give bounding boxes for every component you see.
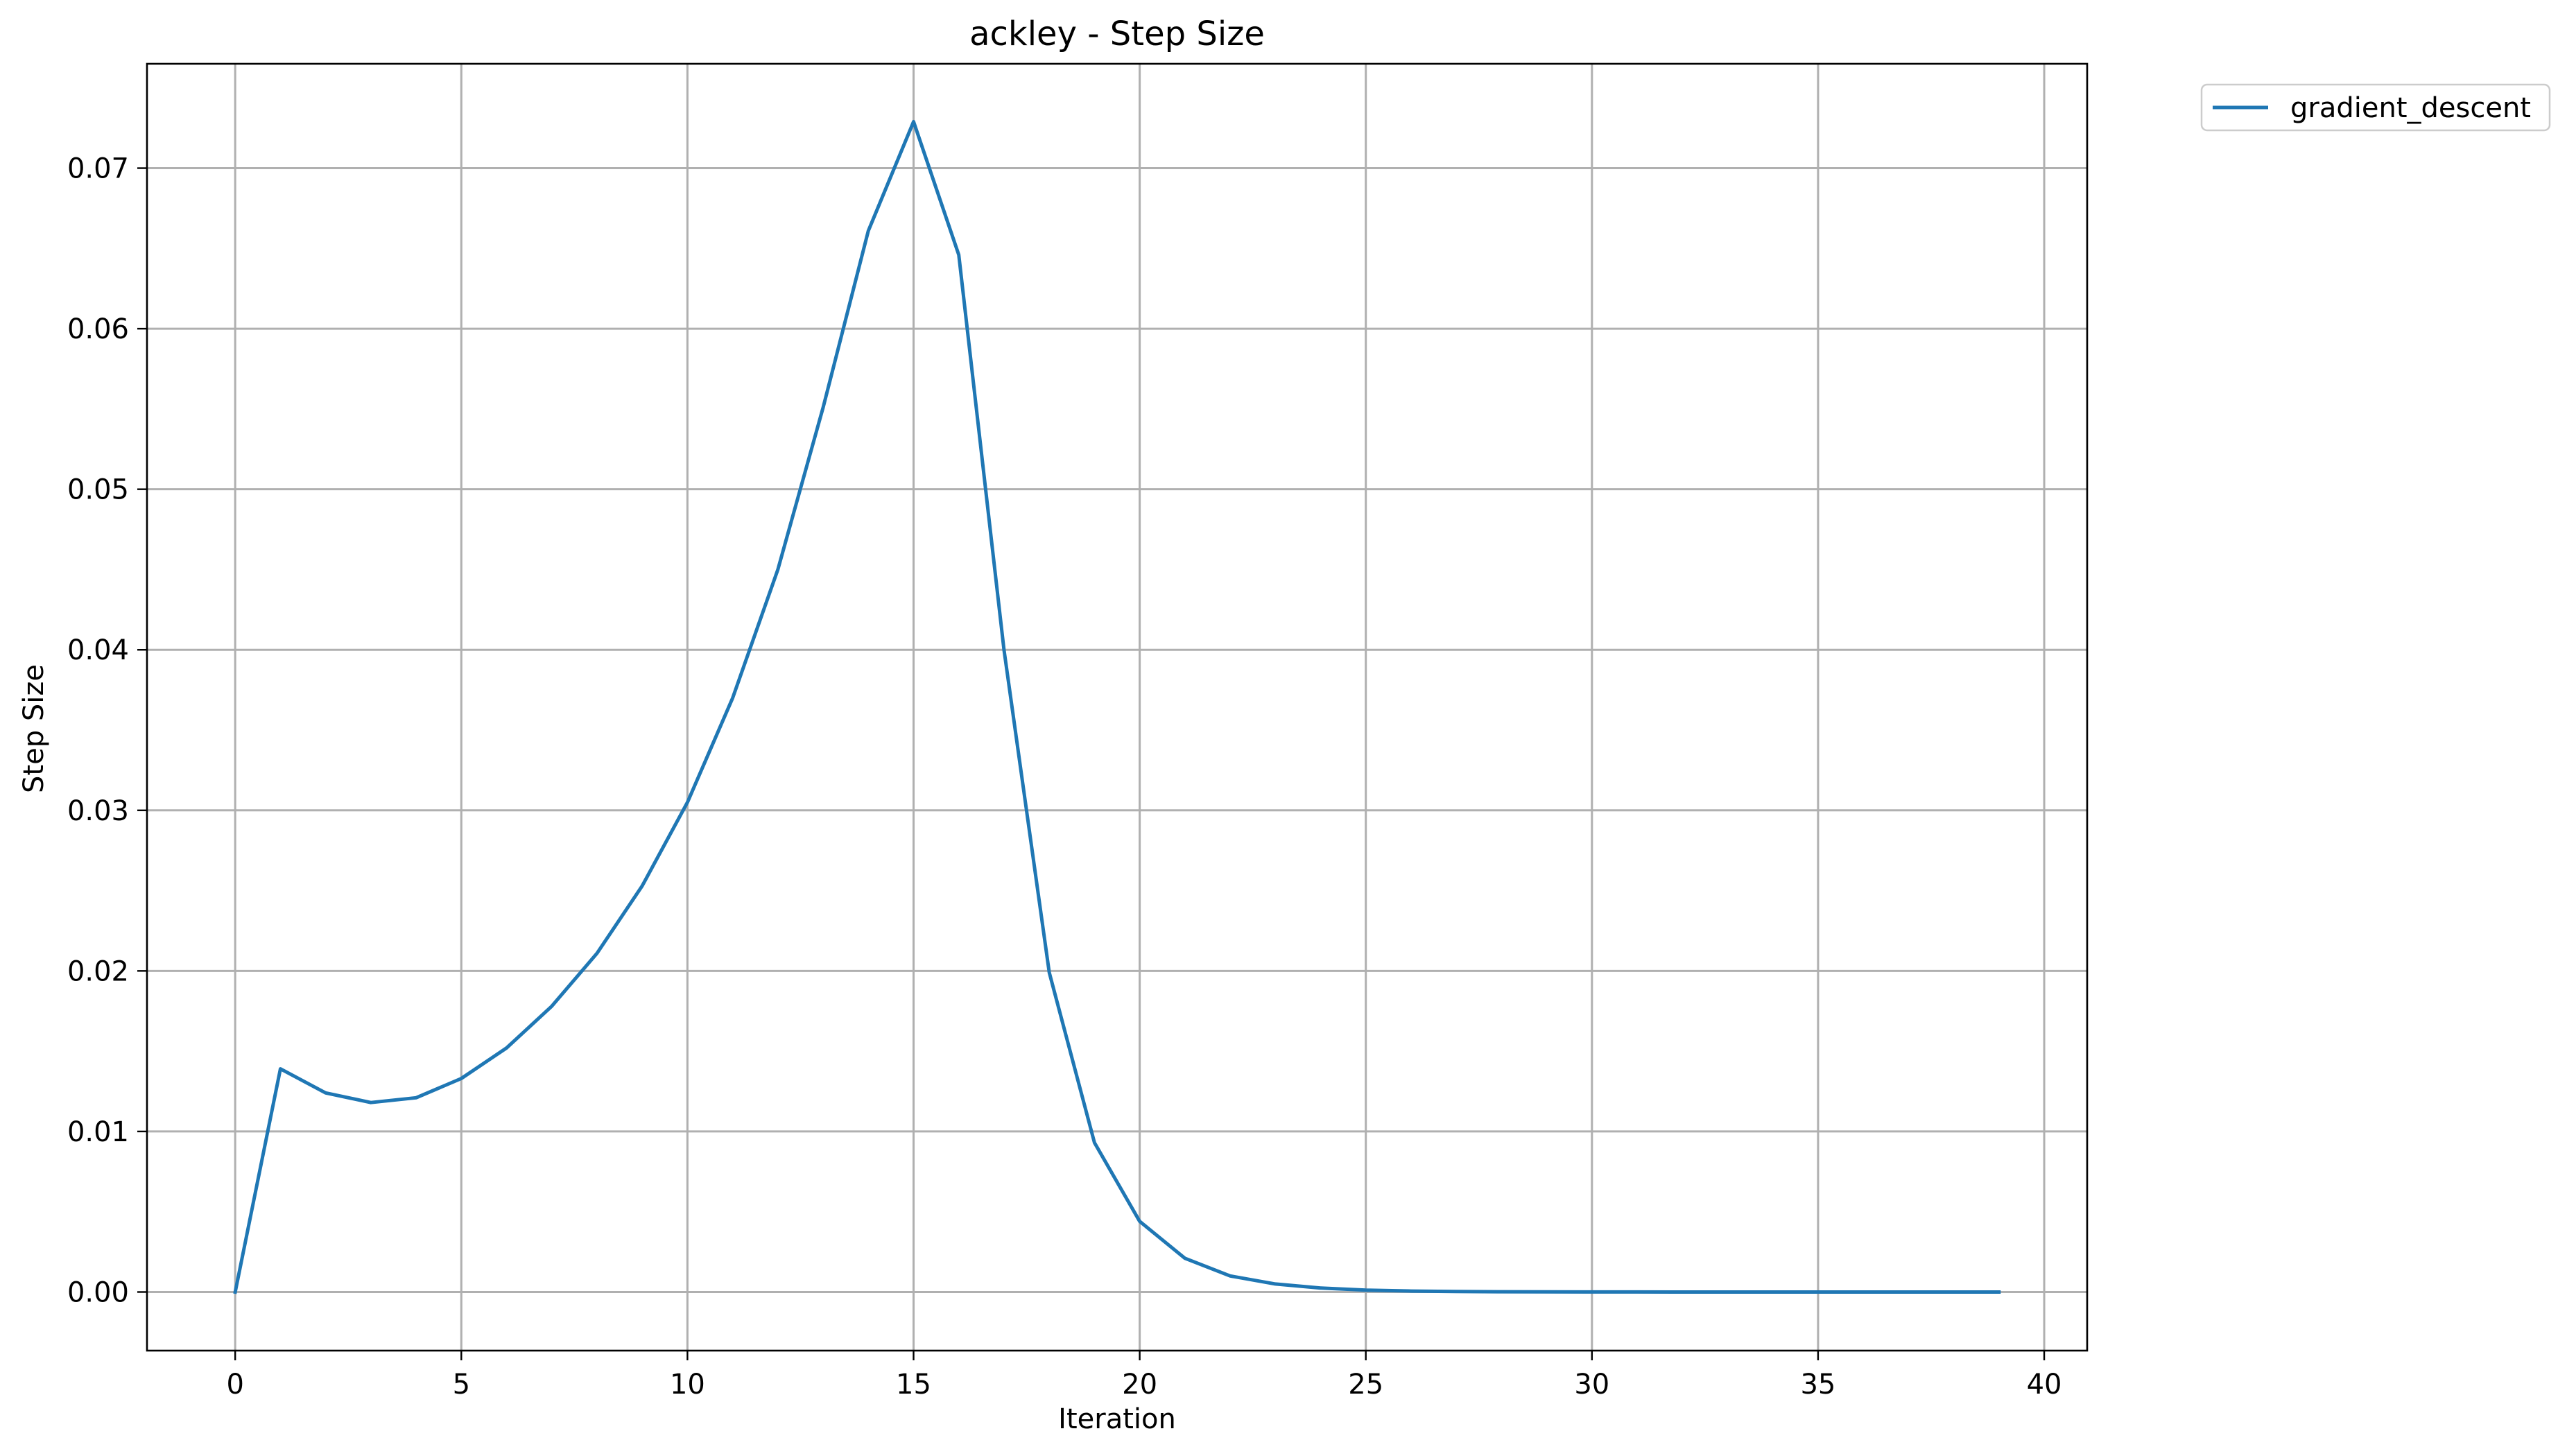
x-tick-label: 10 <box>670 1369 705 1401</box>
y-axis-ticks: 0.00 0.01 0.02 0.03 0.04 0.05 0.06 0.07 <box>67 153 147 1308</box>
x-tick-label: 20 <box>1122 1369 1157 1401</box>
y-tick-label: 0.06 <box>67 313 129 345</box>
legend: gradient_descent <box>2200 83 2551 132</box>
series-line-gradient_descent <box>233 119 2001 1294</box>
x-tick-label: 35 <box>1800 1369 1835 1401</box>
x-axis-label: Iteration <box>1058 1403 1176 1435</box>
series-layer <box>233 119 2001 1294</box>
y-tick-label: 0.02 <box>67 955 129 987</box>
y-tick-label: 0.00 <box>67 1276 129 1308</box>
y-tick-label: 0.01 <box>67 1116 129 1148</box>
y-axis-label: Step Size <box>18 664 50 793</box>
x-tick-label: 40 <box>2027 1369 2062 1401</box>
y-tick-label: 0.05 <box>67 474 129 506</box>
grid-lines <box>147 64 2087 1351</box>
plot-frame <box>146 62 2089 1352</box>
x-tick-label: 5 <box>453 1369 470 1401</box>
legend-label: gradient_descent <box>2290 92 2531 124</box>
y-tick-label: 0.04 <box>67 634 129 666</box>
y-tick-label: 0.03 <box>67 795 129 827</box>
y-tick-label: 0.07 <box>67 153 129 185</box>
x-tick-label: 25 <box>1348 1369 1383 1401</box>
legend-box <box>2200 83 2551 132</box>
chart-title: ackley - Step Size <box>969 15 1265 53</box>
x-tick-label: 0 <box>226 1369 243 1401</box>
x-axis-ticks: 0 5 10 15 20 25 30 35 40 <box>226 1351 2062 1401</box>
x-tick-label: 30 <box>1574 1369 1609 1401</box>
x-tick-label: 15 <box>896 1369 931 1401</box>
